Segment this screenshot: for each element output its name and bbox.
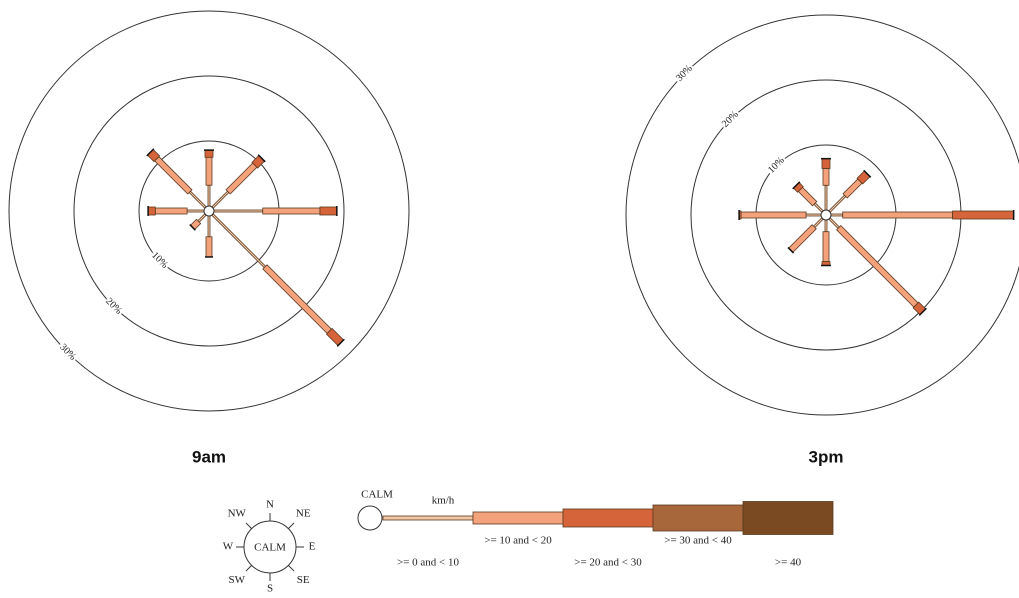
wind-segment (188, 190, 207, 209)
spoke (821, 219, 831, 267)
compass-tick (245, 522, 252, 529)
wind-segment (836, 225, 919, 308)
spoke-end (189, 224, 196, 231)
spoke (211, 213, 345, 347)
spoke (828, 169, 872, 213)
spoke-end (787, 246, 795, 254)
spoke (204, 149, 214, 207)
unit-label: km/h (432, 495, 455, 507)
wind-segment (154, 207, 188, 215)
spoke-end (336, 338, 345, 347)
wind-segment (822, 231, 830, 262)
ring-label: 20% (720, 109, 741, 130)
wind-segment (828, 217, 841, 230)
calm-circle (357, 505, 383, 531)
wind-segment (207, 215, 211, 238)
spoke (830, 210, 1015, 220)
wind-segment (797, 186, 818, 207)
wind-segment (204, 149, 214, 158)
wind-segment (822, 168, 830, 186)
chart-title: 3pm (809, 447, 844, 466)
wind-segment (821, 158, 831, 169)
wind-segment (205, 156, 213, 186)
wind-segment (812, 217, 824, 229)
calm-label: CALM (361, 489, 393, 501)
spoke (205, 215, 213, 258)
wind-segment (824, 219, 828, 233)
wind-segment (207, 184, 211, 207)
wind-segment (211, 213, 267, 269)
compass-label: NE (296, 507, 311, 519)
legend-label: >= 40 (775, 557, 802, 569)
legend-label: >= 0 and < 10 (397, 557, 459, 569)
wind-segment (830, 213, 844, 217)
wind-segment (805, 213, 822, 217)
wind-segment (186, 209, 205, 213)
compass-label: SW (229, 574, 246, 586)
calm-center (820, 209, 832, 221)
compass-label: S (267, 583, 273, 595)
spoke-end (257, 154, 266, 163)
spoke (189, 213, 207, 231)
compass-label: SE (297, 574, 310, 586)
wind-segment (828, 194, 847, 213)
compass-tick (245, 565, 252, 572)
spoke (146, 148, 207, 209)
compass-label: E (309, 541, 316, 553)
spoke (211, 154, 266, 209)
legend-swatch (382, 515, 474, 521)
wind-segment (211, 190, 230, 209)
calm-center (203, 205, 215, 217)
spoke (213, 206, 338, 216)
spoke (147, 206, 205, 216)
wind-segment (319, 206, 338, 216)
legend-swatch (562, 508, 654, 528)
wind-segment (262, 207, 321, 215)
wind-segment (154, 156, 193, 195)
legend-label: >= 30 and < 40 (664, 535, 732, 547)
ring (625, 14, 1019, 416)
wind-segment (788, 224, 817, 253)
wind-segment (262, 264, 332, 334)
legend-label: >= 20 and < 30 (574, 557, 642, 569)
legend-swatch (472, 511, 564, 525)
wind-segment (213, 209, 264, 213)
spoke-end (792, 181, 801, 190)
legend-swatch (652, 504, 744, 532)
wind-segment (952, 210, 1015, 220)
compass-center-label: CALM (254, 542, 286, 554)
compass-label: N (266, 499, 274, 511)
ring-label: 10% (766, 155, 787, 176)
ring (73, 75, 345, 347)
wind-segment (225, 162, 258, 195)
spoke (792, 181, 824, 213)
spoke (828, 217, 927, 316)
compass-label: NW (228, 507, 247, 519)
wind-segment (205, 236, 213, 258)
compass-tick (288, 565, 295, 572)
wind-segment (813, 202, 824, 213)
wind-segment (147, 206, 156, 216)
ring (8, 10, 410, 412)
spoke-end (918, 307, 927, 316)
spoke (738, 210, 822, 220)
wind-segment (740, 211, 807, 219)
spoke-end (146, 148, 155, 157)
compass-label: W (223, 541, 234, 553)
wind-segment (824, 184, 828, 211)
chart-title: 9am (192, 447, 226, 466)
spoke (787, 217, 824, 254)
legend-swatch (742, 501, 834, 535)
legend-label: >= 10 and < 20 (484, 535, 552, 547)
spoke (821, 157, 831, 211)
wind-segment (197, 213, 207, 223)
spoke-end (863, 169, 872, 178)
wind-segment (842, 211, 953, 219)
compass-tick (288, 522, 295, 529)
wind-segment (842, 178, 863, 199)
ring-label: 10% (149, 250, 170, 271)
